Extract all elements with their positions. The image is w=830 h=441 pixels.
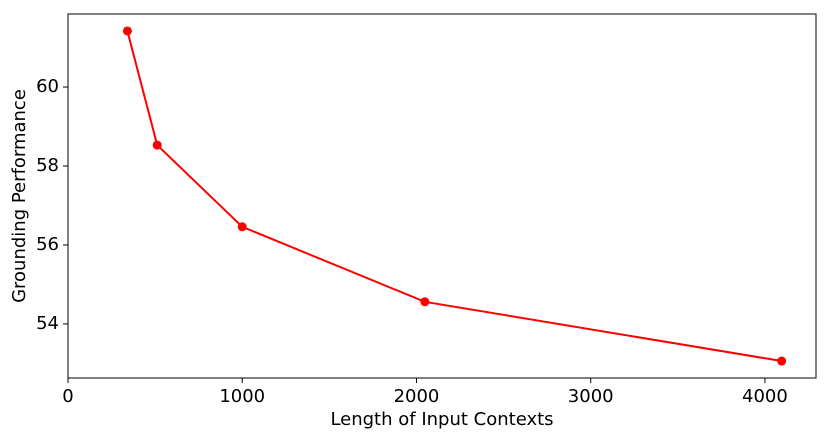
point bbox=[777, 356, 787, 366]
y-tick-label: 58 bbox=[36, 155, 59, 176]
point bbox=[122, 26, 132, 36]
y-axis-label: Grounding Performance bbox=[9, 89, 30, 303]
plot-frame bbox=[67, 13, 817, 379]
y-tick-label: 60 bbox=[36, 76, 59, 97]
y-tick-label: 56 bbox=[36, 234, 59, 255]
point bbox=[237, 222, 247, 232]
point bbox=[420, 297, 430, 307]
y-tick-label: 54 bbox=[36, 313, 59, 334]
x-tick-label: 3000 bbox=[568, 386, 614, 407]
x-tick-label: 4000 bbox=[742, 386, 788, 407]
point bbox=[152, 140, 162, 150]
x-tick-label: 0 bbox=[62, 386, 73, 407]
x-tick-label: 2000 bbox=[394, 386, 440, 407]
x-tick-label: 1000 bbox=[219, 386, 265, 407]
x-axis-label: Length of Input Contexts bbox=[330, 409, 553, 430]
series-line bbox=[126, 30, 782, 363]
